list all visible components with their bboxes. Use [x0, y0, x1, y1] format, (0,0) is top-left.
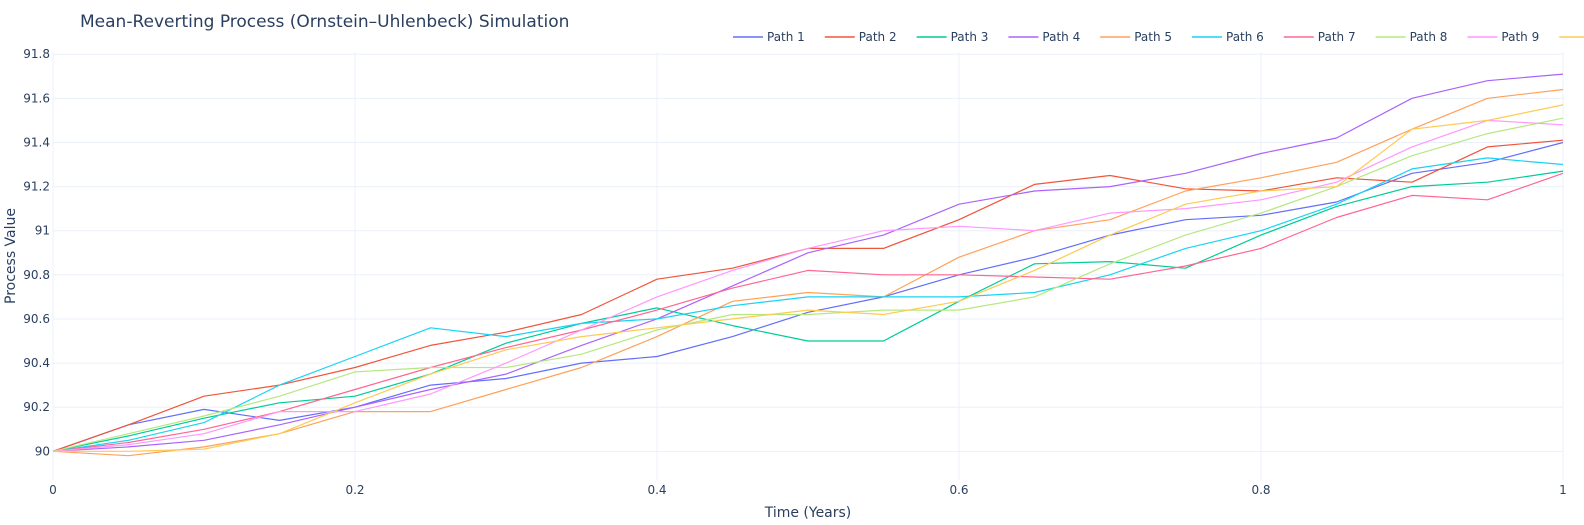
series-line-path-8[interactable]	[52, 117, 1564, 452]
legend-item[interactable]: Path 5	[1100, 30, 1172, 44]
chart-title: Mean-Reverting Process (Ornstein–Uhlenbe…	[80, 12, 570, 32]
grid-lines	[52, 52, 1564, 480]
legend-item[interactable]: Path 10	[1559, 30, 1584, 44]
y-tick-label: 90.6	[23, 312, 50, 326]
y-tick-label: 91	[35, 224, 50, 238]
y-tick-label: 91.4	[23, 135, 50, 149]
legend-label: Path 1	[767, 30, 805, 44]
x-axis-ticks: 0 0.2 0.4 0.6 0.8 1	[49, 483, 1567, 497]
y-tick-label: 91.6	[23, 91, 50, 105]
series-line-path-10[interactable]	[53, 104, 1564, 452]
series-line-path-7[interactable]	[52, 172, 1564, 452]
x-tick-label: 1	[1559, 483, 1567, 497]
legend-item[interactable]: Path 7	[1283, 30, 1356, 44]
x-tick-label: 0.2	[345, 483, 364, 497]
legend-label: Path 4	[1042, 30, 1080, 44]
x-tick-label: 0.6	[949, 483, 968, 497]
legend-label: Path 6	[1226, 30, 1264, 44]
legend-label: Path 7	[1318, 30, 1356, 44]
y-tick-label: 91.8	[23, 47, 50, 61]
series-lines	[52, 73, 1564, 457]
legend-label: Path 8	[1410, 30, 1448, 44]
y-tick-label: 90.4	[23, 356, 50, 370]
x-tick-label: 0.8	[1251, 483, 1270, 497]
x-tick-label: 0	[49, 483, 57, 497]
legend-item[interactable]: Path 1	[733, 30, 805, 44]
series-line-path-9[interactable]	[52, 119, 1564, 452]
y-axis-ticks: 90 90.2 90.4 90.6 90.8 91 91.2 91.4 91.6 91.8	[23, 47, 50, 458]
y-tick-label: 90.2	[23, 400, 50, 414]
y-tick-label: 90	[35, 444, 50, 458]
legend-item[interactable]: Path 8	[1375, 30, 1448, 44]
y-axis-title: Process Value	[3, 208, 19, 304]
series-line-path-6[interactable]	[52, 157, 1564, 452]
legend-item[interactable]: Path 2	[824, 30, 897, 44]
legend-item[interactable]: Path 9	[1467, 30, 1539, 44]
legend-item[interactable]: Path 4	[1008, 30, 1080, 44]
y-tick-label: 90.8	[23, 268, 50, 282]
legend-item[interactable]: Path 6	[1192, 30, 1264, 44]
x-tick-label: 0.4	[647, 483, 666, 497]
series-line-path-5[interactable]	[52, 88, 1564, 457]
series-line-path-1[interactable]	[52, 141, 1564, 452]
legend[interactable]: Path 1 Path 2 Path 3 Path 4 Path 5 Path 6 Path…	[733, 30, 1584, 44]
legend-label: Path 3	[951, 30, 989, 44]
legend-label: Path 9	[1501, 30, 1539, 44]
series-line-path-4[interactable]	[52, 73, 1564, 452]
legend-label: Path 5	[1134, 30, 1172, 44]
series-line-path-3[interactable]	[52, 170, 1564, 452]
legend-item[interactable]: Path 3	[916, 30, 989, 44]
legend-label: Path 2	[859, 30, 897, 44]
x-axis-title: Time (Years)	[764, 505, 852, 521]
y-tick-label: 91.2	[23, 180, 50, 194]
